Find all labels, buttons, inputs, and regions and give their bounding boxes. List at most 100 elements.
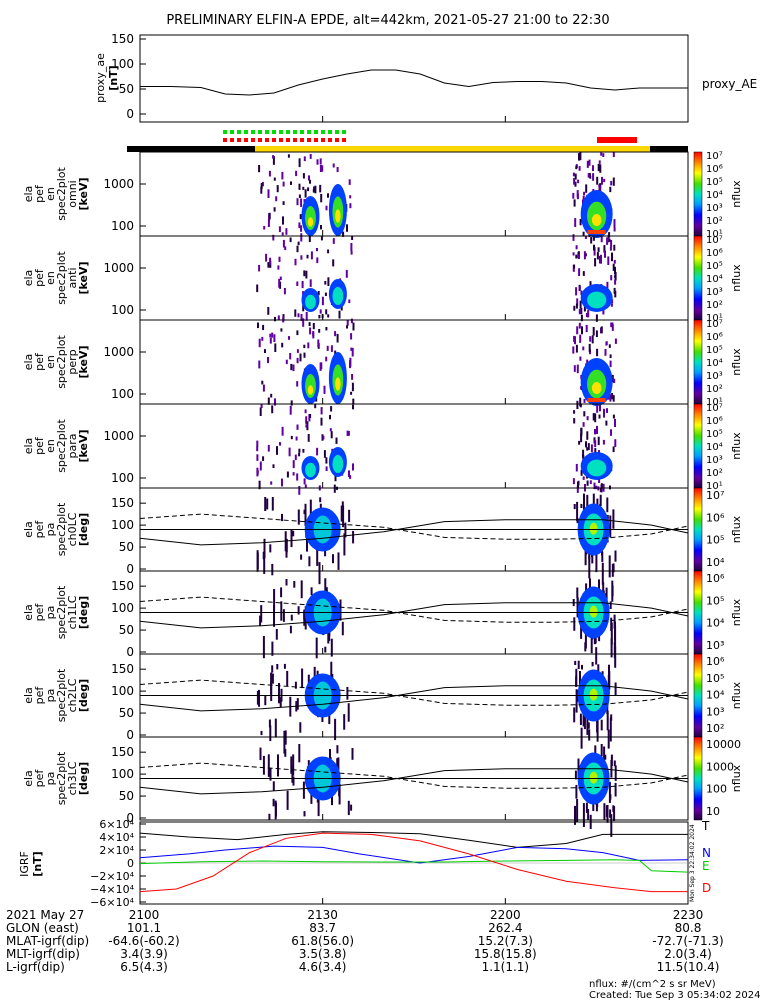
spectrogram-speckle <box>317 291 320 296</box>
spectrogram-speckle <box>575 165 578 170</box>
spectrogram-speckle <box>599 488 602 492</box>
spectrogram-speckle <box>267 357 269 364</box>
footer-row-value: -64.6(-60.2) <box>108 934 179 948</box>
pa-ylabel: pef <box>33 769 46 788</box>
spectrogram-speckle <box>579 356 582 361</box>
spectrogram-speckle <box>273 177 276 181</box>
pa-ylabel: pef <box>33 686 46 705</box>
pa-speckle <box>609 809 612 818</box>
spectrogram-speckle <box>298 158 301 168</box>
spectrogram-speckle <box>612 177 615 186</box>
spectrogram-speckle <box>609 246 612 251</box>
spectrogram-speckle <box>608 232 611 238</box>
spectrogram-speckle <box>274 316 276 322</box>
ae-ylabel-1: proxy_ae <box>94 53 107 103</box>
pa-speckle <box>591 661 594 667</box>
spectrogram-speckle <box>575 344 578 353</box>
spectrogram-speckle <box>259 461 262 471</box>
pa-speckle <box>324 578 327 595</box>
pa-ytick-label: 100 <box>111 767 134 781</box>
created-stamp: Created: Tue Sep 3 05:34:02 2024 <box>589 990 761 1000</box>
flag-green-dash <box>279 130 283 134</box>
footer-row-value: 15.2(7.3) <box>478 934 533 948</box>
spectrogram-speckle <box>606 281 609 291</box>
spectrogram-speckle <box>578 286 581 290</box>
spectrogram-speckle <box>296 424 299 430</box>
colorbar-tick-label: 10⁶ <box>706 248 723 259</box>
energy-ylabel: [keV] <box>77 429 90 462</box>
spectrogram-speckle <box>321 296 324 306</box>
pa-speckle <box>613 760 616 767</box>
spectrogram-speckle <box>302 186 305 190</box>
pa-speckle <box>601 551 604 562</box>
spectrogram-speckle <box>594 413 597 423</box>
pa-speckle <box>610 714 613 721</box>
spectrogram-speckle <box>348 179 351 185</box>
spectrogram-speckle <box>576 326 579 335</box>
spectrogram-speckle <box>276 185 279 193</box>
spectrogram-speckle <box>582 476 585 480</box>
flux-region-core <box>305 294 316 310</box>
spectrogram-speckle <box>282 201 285 205</box>
spectrogram-speckle <box>262 324 265 331</box>
pa-speckle <box>611 580 614 602</box>
spectrogram-speckle <box>332 238 335 244</box>
spectrogram-speckle <box>612 395 615 402</box>
plot-title: PRELIMINARY ELFIN-A EPDE, alt=442km, 202… <box>166 13 609 28</box>
colorbar-label: nflux <box>730 180 743 208</box>
spectrogram-speckle <box>300 255 303 260</box>
pa-ytick-label: 100 <box>111 601 134 615</box>
colorbar-label: nflux <box>730 264 743 292</box>
pa-ylabel: ch1LC <box>66 595 79 629</box>
pa-speckle <box>296 698 299 710</box>
ae-series-line <box>140 69 688 96</box>
pa-speckle <box>277 754 279 777</box>
flag-green-dash <box>286 130 290 134</box>
spectrogram-speckle <box>267 218 270 227</box>
colorbar-tick-label: 10⁵ <box>706 345 723 356</box>
energy-ylabel: en <box>44 355 57 369</box>
time-ticks <box>139 116 689 904</box>
colorbar-tick-label: 10⁷ <box>706 235 723 246</box>
ae-ytick-label: 100 <box>111 57 134 71</box>
pa-speckle <box>303 811 306 817</box>
spectrogram-speckle <box>350 391 353 395</box>
flag-red-dash <box>314 138 318 142</box>
spectrogram-speckle <box>572 234 575 241</box>
spectrogram-speckle <box>604 250 606 258</box>
pa-speckle <box>608 781 611 803</box>
spectrogram-speckle <box>349 360 351 369</box>
pa-speckle <box>286 670 289 687</box>
pa-anti-loss-cone-line <box>139 679 689 706</box>
spectrogram-speckle <box>298 452 301 457</box>
pa-speckle <box>614 550 617 562</box>
spectrogram-speckle <box>258 360 261 369</box>
spectrogram-speckle <box>578 440 581 445</box>
spectrogram-speckle <box>290 363 293 371</box>
pa-speckle <box>306 534 308 552</box>
pa-speckle <box>269 725 272 742</box>
pa-speckle <box>319 497 322 503</box>
pa-speckle <box>280 587 283 598</box>
energy-ytick-label: 1000 <box>103 429 134 443</box>
pa-speckle <box>324 547 327 557</box>
spectrogram-speckle <box>573 305 576 311</box>
colorbar-tick-label: 10⁶ <box>706 511 725 524</box>
spectrogram-speckle <box>573 335 576 342</box>
pa-speckle <box>290 756 293 774</box>
energy-colorbar <box>693 403 703 489</box>
spectrogram-speckle <box>578 268 581 276</box>
spectrogram-speckle <box>573 365 576 372</box>
spectrogram-speckle <box>610 429 612 436</box>
spectrogram-speckle <box>596 252 599 260</box>
spectrogram-speckle <box>614 418 616 427</box>
pa-speckle <box>278 683 280 704</box>
spectrogram-speckle <box>591 335 594 344</box>
spectrogram-speckle <box>609 186 612 193</box>
energy-ylabel: pef <box>33 184 46 203</box>
spectrogram-speckle <box>330 345 333 352</box>
spectrogram-speckle <box>302 304 305 312</box>
footer-row-value: -72.7(-71.3) <box>652 934 723 948</box>
